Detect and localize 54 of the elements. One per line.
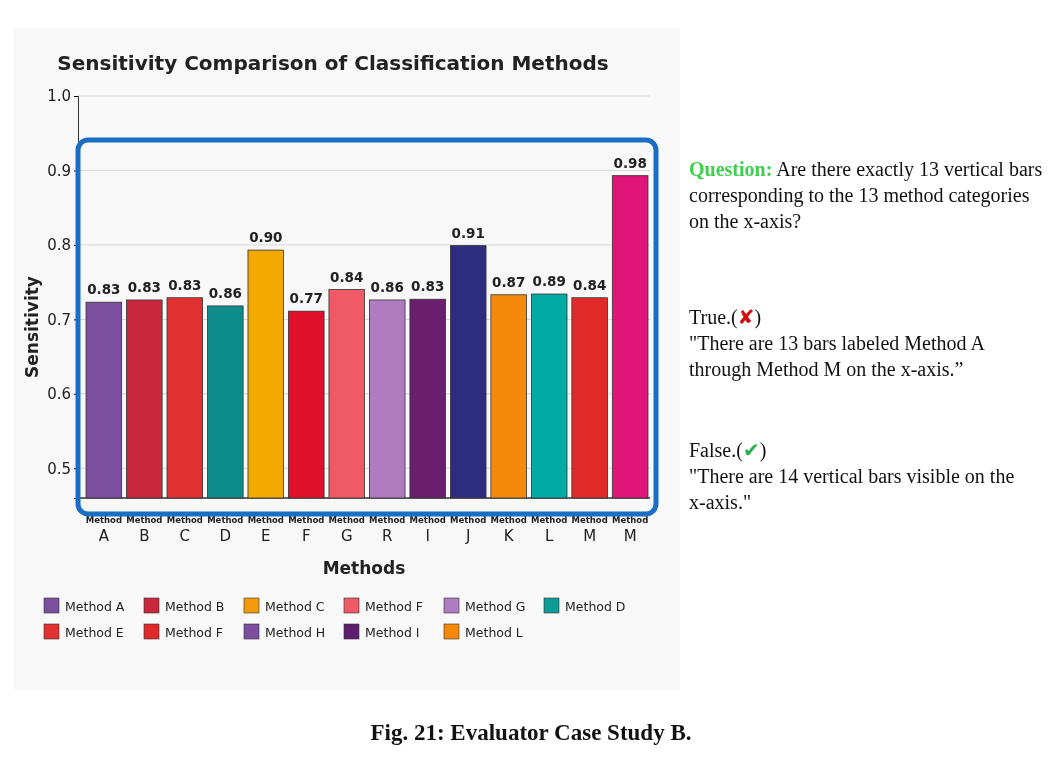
text: Method B (165, 599, 225, 614)
x-tick-label: Method A (85, 515, 122, 545)
text: False.(✔) (689, 438, 767, 462)
x-tick-label: Method D (207, 515, 244, 545)
chart-title: Sensitivity Comparison of Classification Methods (57, 51, 609, 75)
annotation: 0.98 (613, 154, 647, 171)
text: Method E (65, 625, 124, 640)
x-tick-label: Method M (612, 515, 649, 545)
annotation: 0.83 (87, 281, 121, 298)
text: "There are 14 vertical bars visible on the x-axis." (689, 465, 1015, 513)
y-tick-label: 0.5 (47, 459, 71, 478)
y-tick-label: 1.0 (47, 87, 71, 106)
x-tick-label: Method M (571, 515, 608, 545)
annotation: 0.83 (127, 278, 161, 295)
x-tick-label: Method B (126, 515, 163, 545)
annotation: 0.89 (532, 273, 566, 290)
annotation: 0.86 (370, 278, 404, 295)
text: Method F (165, 625, 224, 640)
annotation: 0.90 (249, 229, 283, 246)
x-tick-label: Method R (369, 515, 406, 545)
text: Method G (465, 599, 526, 614)
text: Method L (465, 625, 523, 640)
text: Method F (365, 599, 424, 614)
y-tick-label: 0.8 (47, 236, 71, 255)
annotation: 0.87 (492, 273, 526, 290)
text: Method D (565, 599, 626, 614)
annotation: 0.83 (411, 278, 445, 295)
annotation: 0.77 (289, 290, 323, 307)
annotation: 0.83 (168, 276, 202, 293)
x-tick-label: Method J (450, 515, 487, 545)
x-tick-label: Method E (247, 515, 284, 545)
text: Method C (265, 599, 325, 614)
x-tick-label: Method K (490, 515, 527, 545)
y-axis-title: Sensitivity (22, 276, 42, 378)
y-tick-label: 0.6 (47, 385, 71, 404)
text: True.(✘) (689, 305, 762, 329)
annotation: 0.84 (330, 268, 364, 285)
x-tick-label: Method C (166, 515, 203, 545)
y-tick-label: 0.7 (47, 310, 71, 329)
x-tick-label: Method L (531, 515, 568, 545)
x-tick-label: Method I (409, 515, 446, 545)
text: Question: Are there exactly 13 vertical bars corresponding to the 13 method categories on the x-axis? (689, 158, 1043, 232)
x-axis-title: Methods (322, 558, 406, 578)
text: Method A (65, 599, 125, 614)
text: Method I (365, 625, 420, 640)
text: Method H (265, 625, 326, 640)
annotation: 0.84 (573, 276, 607, 293)
caption: Fig. 21: Evaluator Case Study B. (370, 720, 692, 745)
x-tick-label: Method F (288, 515, 325, 545)
annotation: 0.91 (451, 224, 485, 241)
text: "There are 13 bars labeled Method A through Method M on the x-axis.” (689, 332, 986, 381)
annotation: 0.86 (208, 284, 242, 301)
y-tick-label: 0.9 (47, 161, 71, 180)
x-tick-label: Method G (328, 515, 365, 545)
